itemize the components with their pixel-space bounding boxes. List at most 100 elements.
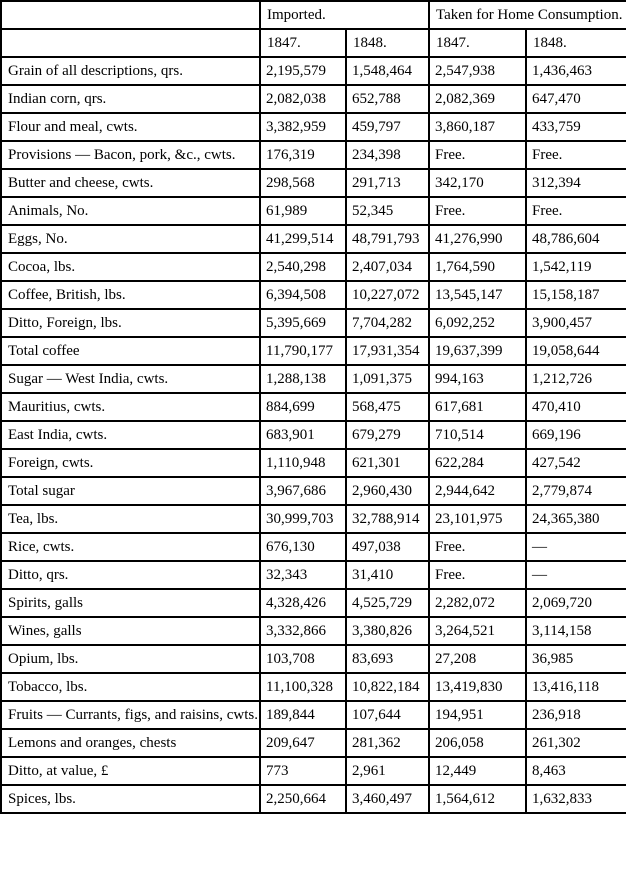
value-cell: 107,644 (344, 700, 431, 730)
value-cell: 234,398 (344, 140, 431, 170)
value-cell: 31,410 (344, 560, 431, 590)
value-cell: 4,328,426 (259, 588, 347, 618)
group-header-row: Imported. Taken for Home Consumption. (0, 0, 626, 30)
value-cell: 3,382,959 (259, 112, 347, 142)
value-cell: 103,708 (259, 644, 347, 674)
value-cell: 24,365,380 (525, 504, 626, 534)
value-cell: 710,514 (428, 420, 528, 450)
table-row: Sugar — West India, cwts. 1,288,138 1,091,… (0, 364, 626, 394)
row-item-label: Ditto, Foreign, lbs. (0, 308, 261, 338)
value-cell: 497,038 (344, 532, 431, 562)
value-cell: 2,069,720 (525, 588, 626, 618)
value-cell: 176,319 (259, 140, 347, 170)
value-cell: 2,961 (344, 756, 431, 786)
imported-1847-header: 1847. (259, 28, 347, 58)
value-cell: 342,170 (428, 168, 528, 198)
table-header: Imported. Taken for Home Consumption. 18… (0, 0, 626, 58)
table-row: Total coffee 11,790,177 17,931,354 19,637,3… (0, 336, 626, 366)
imported-1848-header: 1848. (344, 28, 431, 58)
value-cell: Free. (428, 560, 528, 590)
value-cell: 189,844 (259, 700, 347, 730)
table-row: East India, cwts. 683,901 679,279 710,514 66… (0, 420, 626, 450)
value-cell: 32,343 (259, 560, 347, 590)
table-row: Tobacco, lbs. 11,100,328 10,822,184 13,419,… (0, 672, 626, 702)
row-item-label: Opium, lbs. (0, 644, 261, 674)
table-row: Grain of all descriptions, qrs. 2,195,579… (0, 56, 626, 86)
value-cell: 19,058,644 (525, 336, 626, 366)
row-item-label: Sugar — West India, cwts. (0, 364, 261, 394)
table-body: Grain of all descriptions, qrs. 2,195,579… (0, 56, 626, 814)
table-row: Eggs, No. 41,299,514 48,791,793 41,276,990 4… (0, 224, 626, 254)
value-cell: 3,264,521 (428, 616, 528, 646)
corner-cell (0, 0, 261, 30)
value-cell: 621,301 (344, 448, 431, 478)
value-cell: 5,395,669 (259, 308, 347, 338)
value-cell: 1,564,612 (428, 784, 528, 814)
table-row: Flour and meal, cwts. 3,382,959 459,797 3,8… (0, 112, 626, 142)
value-cell: 12,449 (428, 756, 528, 786)
row-item-label: Flour and meal, cwts. (0, 112, 261, 142)
value-cell: 206,058 (428, 728, 528, 758)
table-row: Provisions — Bacon, pork, &c., cwts. 176,… (0, 140, 626, 170)
home-1847-header: 1847. (428, 28, 528, 58)
value-cell: 3,900,457 (525, 308, 626, 338)
value-cell: 11,100,328 (259, 672, 347, 702)
value-cell: 2,407,034 (344, 252, 431, 282)
row-item-label: Mauritius, cwts. (0, 392, 261, 422)
value-cell: 2,082,369 (428, 84, 528, 114)
table-row: Foreign, cwts. 1,110,948 621,301 622,284 427… (0, 448, 626, 478)
value-cell: 15,158,187 (525, 280, 626, 310)
value-cell: 427,542 (525, 448, 626, 478)
value-cell: 52,345 (344, 196, 431, 226)
value-cell: — (525, 560, 626, 590)
value-cell: 2,250,664 (259, 784, 347, 814)
value-cell: 3,332,866 (259, 616, 347, 646)
table-row: Spirits, galls 4,328,426 4,525,729 2,282,07… (0, 588, 626, 618)
table-row: Ditto, Foreign, lbs. 5,395,669 7,704,282 6,… (0, 308, 626, 338)
row-item-label: Butter and cheese, cwts. (0, 168, 261, 198)
value-cell: 291,713 (344, 168, 431, 198)
value-cell: 7,704,282 (344, 308, 431, 338)
row-item-label: Foreign, cwts. (0, 448, 261, 478)
value-cell: 8,463 (525, 756, 626, 786)
value-cell: 13,419,830 (428, 672, 528, 702)
row-item-label: Animals, No. (0, 196, 261, 226)
row-item-label: Grain of all descriptions, qrs. (0, 56, 261, 86)
value-cell: Free. (428, 196, 528, 226)
row-item-label: Total coffee (0, 336, 261, 366)
value-cell: 1,764,590 (428, 252, 528, 282)
value-cell: 459,797 (344, 112, 431, 142)
value-cell: 1,542,119 (525, 252, 626, 282)
value-cell: 2,282,072 (428, 588, 528, 618)
table-row: Fruits — Currants, figs, and raisins, cw… (0, 700, 626, 730)
value-cell: 19,637,399 (428, 336, 528, 366)
value-cell: 683,901 (259, 420, 347, 450)
value-cell: 994,163 (428, 364, 528, 394)
value-cell: 3,114,158 (525, 616, 626, 646)
table-row: Animals, No. 61,989 52,345 Free. Free. (0, 196, 626, 226)
value-cell: 32,788,914 (344, 504, 431, 534)
home-1848-header: 1848. (525, 28, 626, 58)
value-cell: 3,860,187 (428, 112, 528, 142)
value-cell: 41,276,990 (428, 224, 528, 254)
table-row: Opium, lbs. 103,708 83,693 27,208 36,985 (0, 644, 626, 674)
row-item-label: Rice, cwts. (0, 532, 261, 562)
imports-consumption-table: Imported. Taken for Home Consumption. 18… (0, 0, 626, 814)
value-cell: 884,699 (259, 392, 347, 422)
value-cell: 2,944,642 (428, 476, 528, 506)
value-cell: 48,791,793 (344, 224, 431, 254)
table-row: Mauritius, cwts. 884,699 568,475 617,681 470… (0, 392, 626, 422)
table-row: Ditto, qrs. 32,343 31,410 Free. — (0, 560, 626, 590)
value-cell: 10,822,184 (344, 672, 431, 702)
value-cell: 298,568 (259, 168, 347, 198)
value-cell: 1,436,463 (525, 56, 626, 86)
value-cell: 13,545,147 (428, 280, 528, 310)
table-row: Butter and cheese, cwts. 298,568 291,713 34… (0, 168, 626, 198)
table-row: Lemons and oranges, chests 209,647 281,362… (0, 728, 626, 758)
row-item-label: Indian corn, qrs. (0, 84, 261, 114)
row-item-label: Wines, galls (0, 616, 261, 646)
value-cell: 6,394,508 (259, 280, 347, 310)
value-cell: 41,299,514 (259, 224, 347, 254)
table-row: Wines, galls 3,332,866 3,380,826 3,264,521 3… (0, 616, 626, 646)
row-item-label: Lemons and oranges, chests (0, 728, 261, 758)
